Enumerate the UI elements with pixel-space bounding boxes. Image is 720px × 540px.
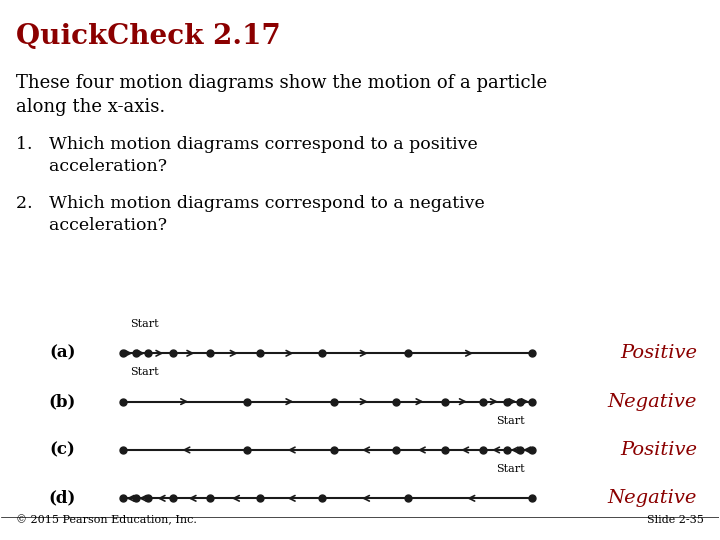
Text: Start: Start [130, 319, 159, 329]
Text: Start: Start [496, 416, 525, 426]
Text: Positive: Positive [620, 441, 697, 459]
Text: Slide 2-35: Slide 2-35 [647, 515, 704, 525]
Text: 1.   Which motion diagrams correspond to a positive
      acceleration?: 1. Which motion diagrams correspond to a… [16, 136, 477, 175]
Text: These four motion diagrams show the motion of a particle
along the x-axis.: These four motion diagrams show the moti… [16, 74, 547, 116]
Text: 2.   Which motion diagrams correspond to a negative
      acceleration?: 2. Which motion diagrams correspond to a… [16, 195, 485, 234]
Text: (d): (d) [49, 490, 76, 507]
Text: Start: Start [130, 367, 159, 377]
Text: (c): (c) [50, 442, 76, 458]
Text: Positive: Positive [620, 345, 697, 362]
Text: QuickCheck 2.17: QuickCheck 2.17 [16, 23, 281, 50]
Text: © 2015 Pearson Education, Inc.: © 2015 Pearson Education, Inc. [16, 515, 197, 525]
Text: Start: Start [496, 464, 525, 474]
Text: (b): (b) [49, 393, 76, 410]
Text: Negative: Negative [608, 393, 697, 410]
Text: (a): (a) [49, 345, 76, 362]
Text: Negative: Negative [608, 489, 697, 507]
